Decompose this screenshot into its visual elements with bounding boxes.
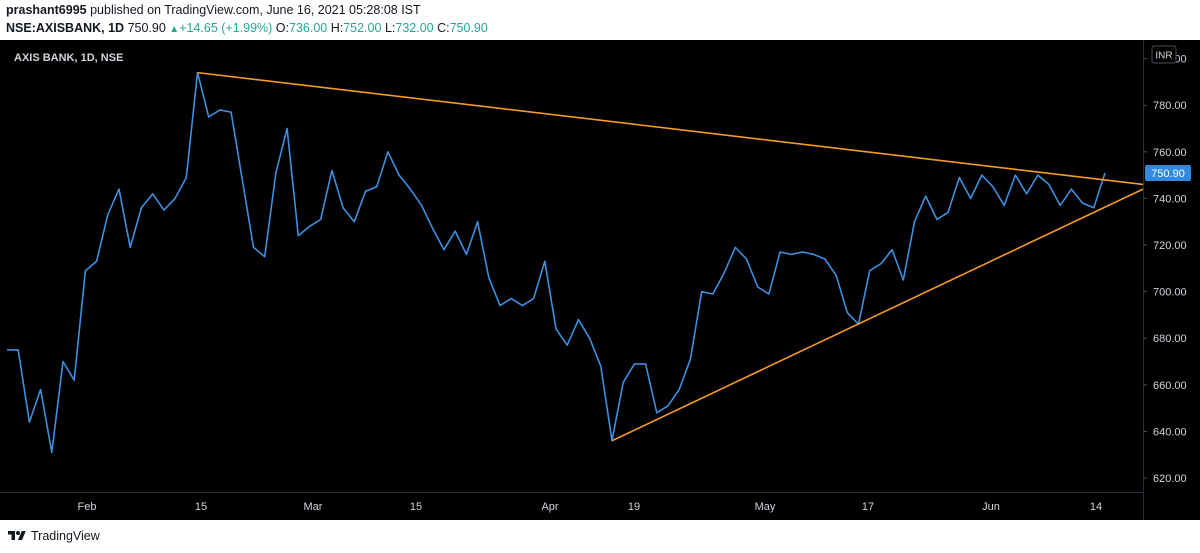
trendline-resistance (197, 71, 1144, 186)
symbol-label: NSE:AXISBANK, 1D (6, 21, 125, 35)
y-tick-label: 720.00 (1153, 240, 1187, 252)
chart-area[interactable]: 800.00780.00760.00740.00720.00700.00680.… (0, 40, 1200, 520)
footer: TradingView (0, 520, 1200, 553)
x-tick-label: 15 (410, 501, 422, 513)
y-tick-label: 620.00 (1153, 473, 1187, 485)
high-label: H: (330, 21, 344, 35)
tradingview-logo-icon (8, 531, 26, 540)
x-tick-label: 19 (628, 501, 640, 513)
close-label: C: (437, 21, 450, 35)
brand[interactable]: TradingView (8, 528, 100, 544)
y-tick-label: 760.00 (1153, 147, 1187, 159)
chart-title: AXIS BANK, 1D, NSE (14, 52, 124, 64)
open-label: O: (275, 21, 289, 35)
price-series-line (7, 71, 1106, 454)
open-value: 736.00 (289, 21, 328, 35)
x-tick-label: 14 (1090, 501, 1102, 513)
published-text: published on TradingView.com, June 16, 2… (86, 3, 421, 17)
low-value: 732.00 (395, 21, 434, 35)
currency-box (1151, 45, 1177, 64)
y-tick-label: 660.00 (1153, 380, 1187, 392)
last-price-label: 750.90 (1151, 168, 1185, 180)
close-value: 750.90 (449, 21, 488, 35)
y-tick-label: 680.00 (1153, 333, 1187, 345)
last-price: 750.90 (127, 21, 166, 35)
x-tick-label: Apr (541, 501, 558, 513)
y-tick-label: 640.00 (1153, 426, 1187, 438)
y-tick-label: 740.00 (1153, 193, 1187, 205)
up-triangle-icon: ▲ (169, 24, 180, 35)
last-price-badge (1145, 165, 1191, 182)
trendline-support (611, 188, 1144, 442)
ohlc-line: NSE:AXISBANK, 1D 750.90 ▲+14.65 (+1.99%)… (6, 21, 488, 35)
publish-line: prashant6995 published on TradingView.co… (6, 3, 421, 17)
y-tick-label: 700.00 (1153, 287, 1187, 299)
x-tick-label: Mar (304, 501, 323, 513)
y-tick-label: 780.00 (1153, 100, 1187, 112)
currency-label: INR (1155, 51, 1172, 62)
high-value: 752.00 (343, 21, 382, 35)
author-name[interactable]: prashant6995 (6, 3, 87, 17)
x-tick-label: 15 (195, 501, 207, 513)
publish-header: prashant6995 published on TradingView.co… (0, 0, 1200, 40)
price-chart[interactable]: 800.00780.00760.00740.00720.00700.00680.… (0, 40, 1200, 520)
x-tick-label: 17 (862, 501, 874, 513)
brand-label: TradingView (31, 529, 100, 543)
x-tick-label: Feb (78, 501, 97, 513)
low-label: L: (384, 21, 396, 35)
x-tick-label: May (755, 501, 776, 513)
price-change: +14.65 (+1.99%) (179, 21, 273, 35)
x-tick-label: Jun (982, 501, 1000, 513)
